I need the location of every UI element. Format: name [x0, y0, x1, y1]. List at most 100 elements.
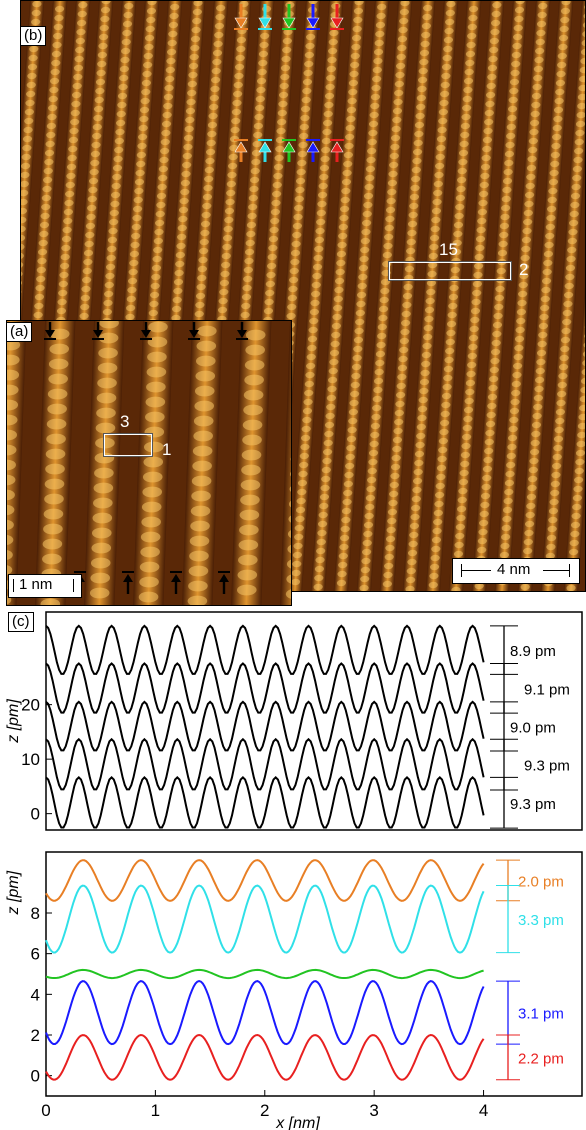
stm-atom — [265, 280, 275, 288]
stm-atom — [490, 348, 501, 356]
stm-atom — [531, 101, 541, 109]
height-annotation: 2.2 pm — [518, 1050, 564, 1067]
stm-atom — [545, 232, 555, 240]
stm-atom — [399, 17, 409, 25]
x-tick-label: 3 — [369, 1101, 378, 1120]
stm-atom — [573, 485, 583, 493]
stm-atom — [379, 296, 389, 304]
stm-atom — [389, 161, 399, 169]
stm-atom — [83, 258, 93, 266]
stm-atom — [565, 273, 575, 281]
x-axis-label: x [nm] — [275, 1115, 320, 1130]
stm-atom — [523, 218, 533, 226]
stm-atom — [320, 155, 330, 163]
stm-atom — [133, 196, 143, 204]
stm-atom — [526, 173, 536, 181]
stm-atom — [433, 189, 443, 197]
stm-atom — [109, 209, 119, 217]
stm-atom — [48, 104, 58, 112]
stm-atom — [283, 28, 293, 36]
stm-atom — [155, 219, 165, 227]
stm-atom — [415, 112, 425, 120]
stm-atom — [219, 279, 230, 287]
stm-atom — [243, 389, 264, 401]
stm-atom — [381, 269, 391, 277]
stm-atom — [365, 174, 375, 182]
stm-atom — [371, 413, 381, 421]
stm-atom — [44, 149, 55, 157]
stm-atom — [513, 353, 523, 361]
stm-atom — [421, 360, 431, 368]
stm-atom — [274, 154, 284, 162]
stm-atom — [524, 200, 534, 208]
stm-atom — [545, 552, 555, 560]
stm-atom — [124, 2, 134, 10]
stm-atom — [377, 332, 387, 340]
stm-atom — [411, 495, 421, 503]
stm-atom — [44, 493, 64, 505]
stm-atom — [185, 116, 195, 124]
stm-atom — [450, 266, 460, 274]
stm-atom — [370, 422, 381, 430]
stm-atom — [147, 351, 167, 363]
stm-atom — [475, 244, 485, 252]
stm-atom — [207, 130, 217, 138]
stm-atom — [356, 300, 366, 308]
stm-atom — [548, 516, 558, 524]
stm-atom — [456, 185, 466, 193]
stm-atom — [392, 445, 402, 453]
stm-atom — [248, 203, 258, 211]
stm-atom — [448, 293, 459, 301]
stm-atom — [362, 219, 372, 227]
stm-atom — [244, 374, 264, 386]
stm-atom — [526, 493, 537, 501]
stm-atom — [342, 498, 352, 506]
stm-atom — [550, 480, 560, 488]
stm-atom — [293, 542, 303, 550]
stm-atom — [574, 147, 584, 155]
stm-atom — [194, 385, 215, 397]
stm-atom — [440, 90, 450, 98]
stm-atom — [141, 516, 161, 528]
stm-atom — [406, 576, 416, 584]
stm-atom — [313, 254, 323, 262]
stm-atom — [553, 115, 563, 123]
stm-atom — [570, 192, 581, 200]
stm-atom — [444, 27, 454, 35]
stm-atom — [519, 272, 529, 280]
stm-atom — [553, 444, 563, 452]
stm-atom — [406, 238, 416, 246]
stm-atom — [573, 156, 583, 164]
stm-atom — [509, 407, 520, 415]
stm-atom — [154, 228, 164, 236]
stm-atom — [401, 310, 411, 318]
stm-atom — [315, 227, 325, 235]
stm-atom — [502, 515, 512, 523]
stm-atom — [461, 442, 471, 450]
stm-atom — [506, 123, 516, 131]
stm-atom — [569, 210, 579, 218]
y-tick-label: 8 — [31, 904, 40, 923]
stm-atom — [509, 416, 519, 424]
stm-atom — [7, 489, 15, 501]
stm-atom — [395, 400, 405, 408]
stm-atom — [297, 488, 307, 496]
stm-atom — [98, 347, 118, 359]
stm-atom — [567, 237, 577, 245]
stm-atom — [199, 238, 209, 246]
stm-atom — [487, 64, 498, 72]
stm-atom — [549, 498, 559, 506]
stm-atom — [148, 321, 168, 333]
stm-atom — [212, 49, 223, 57]
stm-atom — [363, 530, 373, 538]
stm-atom — [129, 250, 140, 258]
stm-atom — [465, 388, 475, 396]
stm-atom — [189, 550, 209, 562]
stm-atom — [205, 157, 215, 165]
stm-atom — [292, 560, 302, 568]
stm-atom — [575, 458, 585, 466]
stm-atom — [234, 63, 245, 71]
stm-atom — [565, 264, 576, 272]
stm-atom — [295, 506, 306, 514]
stm-atom — [551, 142, 561, 150]
